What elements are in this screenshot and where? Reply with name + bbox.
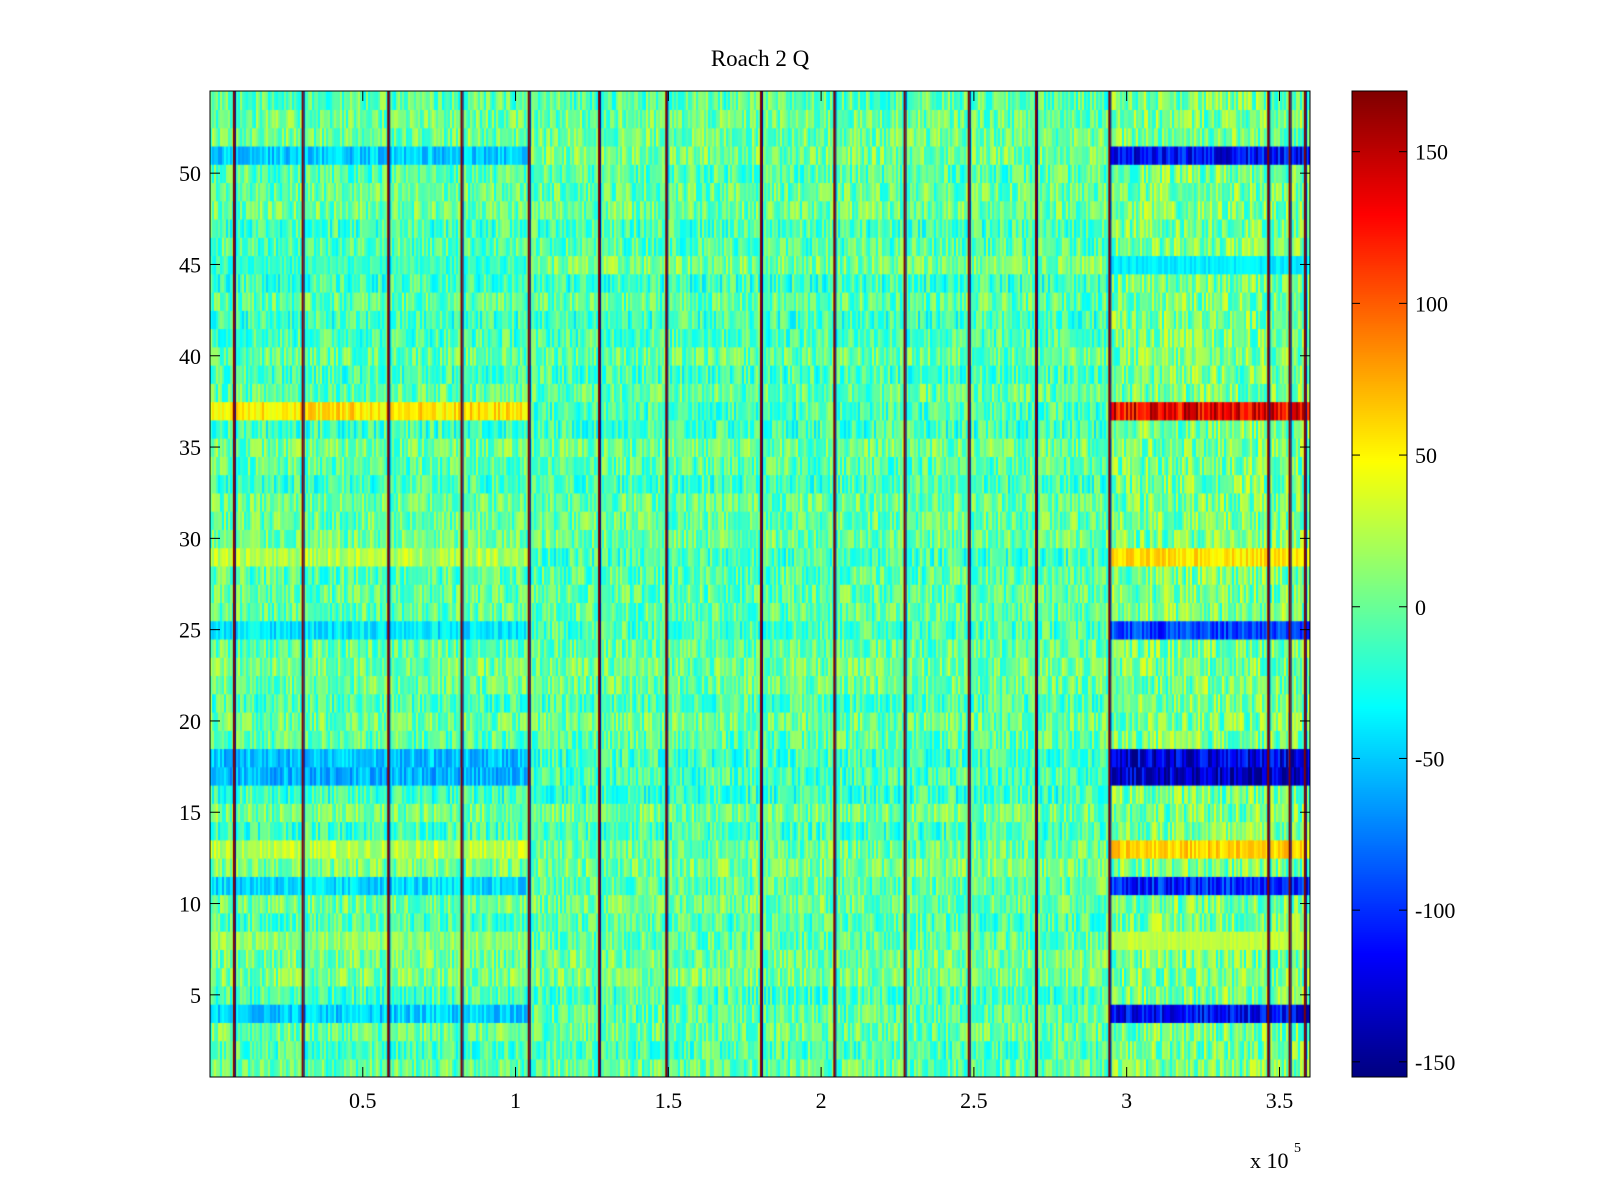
y-tick-label: 50	[179, 161, 201, 186]
plot-frame	[209, 90, 1311, 1078]
y-tick-label: 25	[179, 618, 201, 643]
colorbar-tick-label: -100	[1415, 898, 1455, 923]
colorbar-frame	[1351, 90, 1408, 1078]
x-tick-label: 2	[816, 1088, 827, 1113]
y-axis-ticks: 5 10 15 20 25 30 35 40 45 50	[179, 161, 1310, 1008]
colorbar-image	[1352, 91, 1407, 1077]
colorbar-tick-label: -150	[1415, 1050, 1455, 1075]
colorbar-tick-label: 50	[1415, 443, 1437, 468]
x-tick-label: 3.5	[1266, 1088, 1294, 1113]
x-exponent-label: x 10 5	[1250, 1141, 1301, 1173]
y-tick-label: 40	[179, 344, 201, 369]
x-tick-label: 2.5	[960, 1088, 988, 1113]
heatmap-image	[210, 91, 1310, 1077]
colorbar-tick-label: 150	[1415, 140, 1448, 165]
colorbar-tick-label: 100	[1415, 291, 1448, 316]
colorbar-tick-label: -50	[1415, 746, 1444, 771]
chart-title: Roach 2 Q	[711, 46, 810, 71]
y-tick-label: 20	[179, 709, 201, 734]
x-tick-label: 0.5	[349, 1088, 377, 1113]
y-tick-label: 15	[179, 800, 201, 825]
x-exponent-power: 5	[1294, 1141, 1301, 1156]
x-tick-label: 1	[510, 1088, 521, 1113]
colorbar-ticks: 150 100 50 0 -50 -100 -150	[1352, 140, 1455, 1075]
y-tick-label: 30	[179, 526, 201, 551]
x-exponent-base: x 10	[1250, 1148, 1289, 1173]
x-tick-label: 3	[1121, 1088, 1132, 1113]
colorbar-tick-label: 0	[1415, 595, 1426, 620]
y-tick-label: 5	[190, 983, 201, 1008]
y-tick-label: 45	[179, 252, 201, 277]
y-tick-label: 10	[179, 892, 201, 917]
x-axis-ticks: 0.5 1 1.5 2 2.5 3 3.5	[349, 91, 1293, 1113]
x-tick-label: 1.5	[655, 1088, 683, 1113]
y-tick-label: 35	[179, 435, 201, 460]
